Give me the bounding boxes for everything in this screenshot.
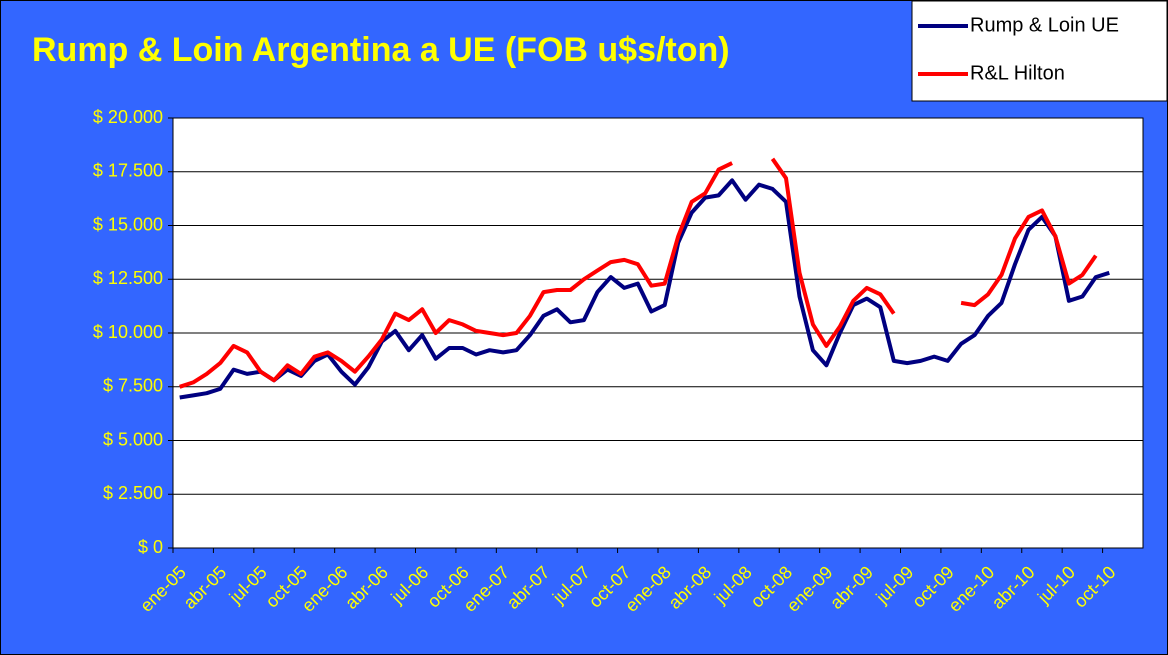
line <box>179 157 1098 389</box>
chart-title: Rump & Loin Argentina a UE (FOB u$s/ton) <box>32 31 730 69</box>
legend-label: Rump & Loin UE <box>970 14 1119 36</box>
y-tick-label: $ 17.500 <box>93 161 163 181</box>
y-tick-label: $ 12.500 <box>93 268 163 288</box>
y-tick-label: $ 7.500 <box>103 376 163 396</box>
y-tick-label: $ 15.000 <box>93 214 163 234</box>
y-tick-label: $ 2.500 <box>103 483 163 503</box>
y-tick-label: $ 10.000 <box>93 322 163 342</box>
y-tick-label: $ 5.000 <box>103 429 163 449</box>
line <box>179 178 1110 400</box>
legend <box>911 0 1168 102</box>
y-tick-label: $ 20.000 <box>93 107 163 127</box>
y-tick-label: $ 0 <box>138 537 163 557</box>
legend-label: R&L Hilton <box>970 62 1065 84</box>
